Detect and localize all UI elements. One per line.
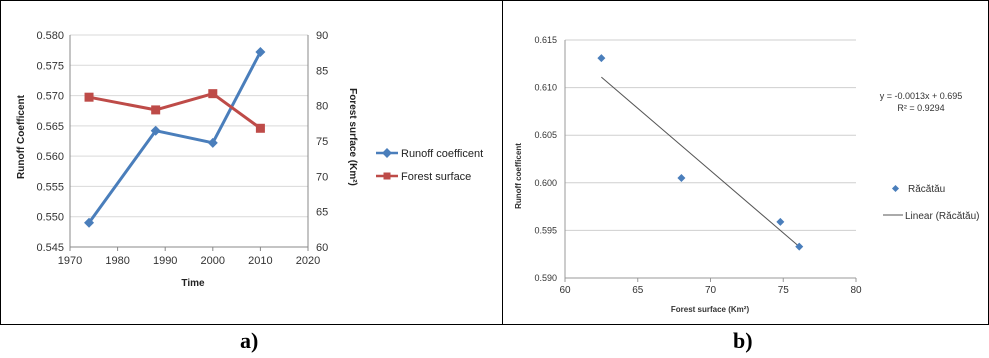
chart-b-x-tick-label: 75 — [778, 285, 790, 296]
chart-a-runoff-point — [255, 46, 266, 57]
chart-b-racatau-point — [597, 54, 606, 63]
chart-a-y2-axis-label: Forest surface (Km²) — [347, 88, 358, 186]
caption-b: b) — [733, 328, 753, 353]
chart-a-runoff-forest-time: 0.545 0.550 0.555 0.560 0.565 0.570 0.575 0.580… — [16, 30, 483, 289]
chart-a-legend-label-forest: Forest surface — [401, 171, 471, 183]
chart-b-y-tick-label: 0.590 — [534, 273, 557, 283]
chart-a-forest-point — [84, 92, 94, 102]
chart-a-forest-point — [255, 123, 265, 133]
chart-a-y-tick-label: 0.550 — [36, 212, 64, 224]
chart-a-y-tick-label: 0.565 — [36, 121, 64, 133]
chart-a-x-tick-label: 2010 — [248, 255, 272, 267]
chart-b-legend-marker-racatau — [891, 184, 900, 193]
chart-a-forest-point — [151, 105, 161, 115]
chart-b-legend: Răcătău Linear (Răcătău) — [883, 184, 979, 222]
chart-a-y2-tick-label: 85 — [316, 65, 328, 77]
chart-b-legend-label-linear: Linear (Răcătău) — [905, 211, 979, 222]
chart-b-y-tick-label: 0.605 — [534, 130, 557, 140]
chart-b-y-tick-label: 0.610 — [534, 83, 557, 93]
chart-a-y-tick-label: 0.575 — [36, 60, 64, 72]
chart-b-trendline-equation: y = -0.0013x + 0.695 — [880, 91, 963, 101]
chart-a-x-tick-label: 2020 — [296, 255, 320, 267]
chart-a-legend-label-runoff: Runoff coefficent — [401, 148, 483, 160]
chart-a-x-tick-label: 1980 — [105, 255, 129, 267]
chart-a-legend: Runoff coefficent Forest surface — [376, 148, 483, 183]
chart-a-runoff-point — [150, 125, 161, 136]
chart-b-x-tick-label: 65 — [632, 285, 644, 296]
chart-b-racatau-point — [677, 174, 686, 183]
chart-b-x-tick-label: 60 — [559, 285, 571, 296]
chart-b-racatau-point — [795, 242, 804, 251]
chart-a-y2-tick-label: 90 — [316, 30, 328, 42]
chart-b-racatau-point — [776, 217, 785, 226]
chart-b-trendline — [601, 76, 800, 247]
chart-b-y-tick-label: 0.615 — [534, 35, 557, 45]
chart-a-y2-tick-label: 75 — [316, 136, 328, 148]
chart-a-y-tick-label: 0.555 — [36, 181, 64, 193]
chart-b-y-tick-label: 0.600 — [534, 178, 557, 188]
chart-a-runoff-point — [207, 137, 218, 148]
chart-a-x-tick-label: 1970 — [58, 255, 82, 267]
chart-a-forest-line — [88, 92, 262, 130]
chart-b-legend-label-racatau: Răcătău — [908, 184, 945, 195]
chart-a-legend-marker-runoff — [382, 148, 392, 158]
panel-divider — [502, 0, 503, 325]
chart-b-x-axis-label: Forest surface (Km²) — [671, 305, 750, 314]
chart-a-y-tick-label: 0.560 — [36, 151, 64, 163]
chart-a-runoff-point — [84, 217, 95, 228]
chart-a-x-axis-label: Time — [181, 278, 205, 289]
chart-a-x-tick-label: 1990 — [153, 255, 177, 267]
chart-a-y2-tick-label: 60 — [316, 242, 328, 254]
chart-a-y2-tick-label: 70 — [316, 171, 328, 183]
chart-a-y-tick-label: 0.580 — [36, 30, 64, 42]
chart-a-y-axis-label: Runoff Coefficent — [16, 94, 27, 179]
chart-a-forest-point — [208, 89, 218, 99]
chart-b-y-tick-label: 0.595 — [534, 225, 557, 235]
chart-a-y2-tick-label: 65 — [316, 207, 328, 219]
caption-a: a) — [240, 328, 259, 353]
chart-a-legend-marker-forest — [383, 172, 391, 180]
chart-a-y-tick-label: 0.545 — [36, 242, 64, 254]
chart-a-y2-tick-label: 80 — [316, 101, 328, 113]
chart-b-x-tick-label: 80 — [850, 285, 862, 296]
chart-b-runoff-vs-forest: 0.590 0.595 0.600 0.605 0.610 0.615 60 65 70 75 80… — [514, 35, 979, 314]
chart-b-x-tick-label: 70 — [705, 285, 717, 296]
chart-a-runoff-line — [87, 51, 262, 224]
chart-b-r-squared: R² = 0.9294 — [897, 103, 944, 113]
chart-b-y-axis-label: Runoff coefficent — [514, 143, 523, 209]
chart-a-x-tick-label: 2000 — [201, 255, 225, 267]
chart-a-y-tick-label: 0.570 — [36, 91, 64, 103]
